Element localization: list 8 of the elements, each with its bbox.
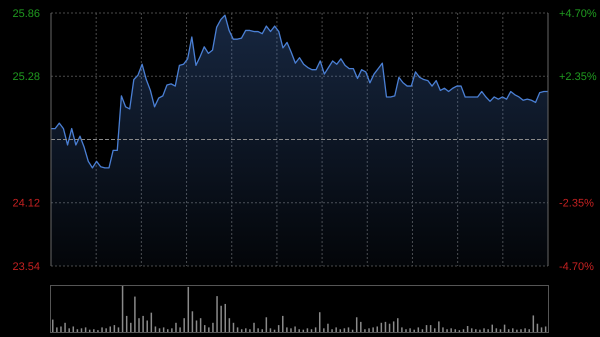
y2-tick-label: +4.70%	[559, 8, 597, 20]
y2-tick-label: +2.35%	[559, 71, 597, 84]
y-tick-label: 24.12	[12, 198, 40, 210]
y2-tick-label: -4.70%	[559, 260, 594, 273]
y-tick-label: 23.54	[12, 260, 40, 273]
y-tick-label: 25.28	[12, 71, 40, 84]
y-tick-label: 25.86	[12, 8, 40, 20]
y2-tick-label: -2.35%	[559, 198, 594, 210]
